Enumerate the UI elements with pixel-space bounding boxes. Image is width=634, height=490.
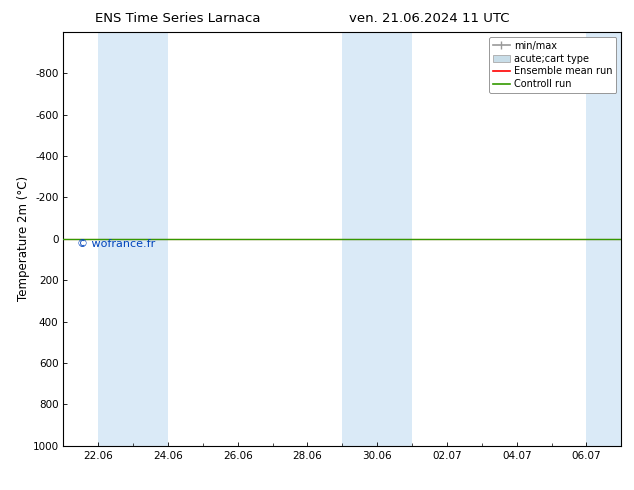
Bar — [586, 32, 634, 446]
Bar — [342, 32, 412, 446]
Y-axis label: Temperature 2m (°C): Temperature 2m (°C) — [16, 176, 30, 301]
Text: © wofrance.fr: © wofrance.fr — [77, 239, 155, 249]
Text: ENS Time Series Larnaca: ENS Time Series Larnaca — [95, 12, 261, 25]
Legend: min/max, acute;cart type, Ensemble mean run, Controll run: min/max, acute;cart type, Ensemble mean … — [489, 37, 616, 93]
Bar — [98, 32, 168, 446]
Text: ven. 21.06.2024 11 UTC: ven. 21.06.2024 11 UTC — [349, 12, 509, 25]
